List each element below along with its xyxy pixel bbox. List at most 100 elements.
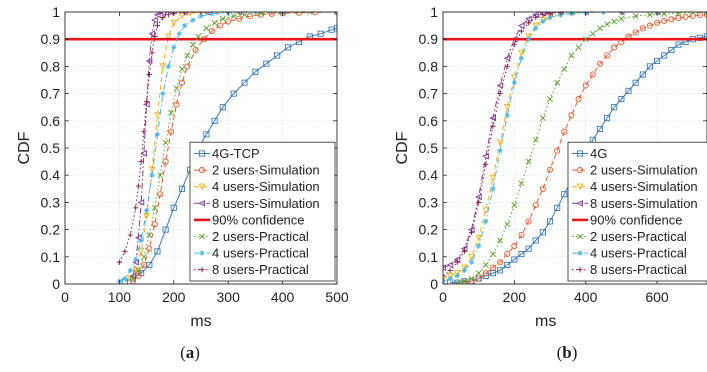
data-point — [268, 12, 275, 17]
data-point — [146, 71, 152, 78]
data-point — [165, 12, 171, 18]
data-point — [461, 264, 468, 272]
legend-swatch-marker — [199, 267, 205, 273]
data-point — [151, 16, 158, 24]
data-point — [490, 186, 496, 192]
legend-swatch-marker — [577, 250, 583, 256]
data-point — [561, 66, 568, 73]
data-point — [632, 29, 639, 36]
data-point — [475, 234, 483, 242]
legend-swatch-marker — [577, 233, 583, 240]
y-tick-label: 0.1 — [419, 249, 439, 265]
legend-entry: 4 users-Practical — [572, 246, 687, 261]
data-point — [165, 33, 172, 41]
data-point — [533, 14, 539, 21]
data-point — [475, 275, 482, 282]
chart-panel-a: 0 100 200 300 400 500 0 0.1 0.2 0.3 0.4 0.5 0.6 0.7 0.… — [16, 4, 349, 362]
data-point — [170, 204, 177, 211]
legend-label: 8 users-Simulation — [590, 196, 698, 211]
data-point — [154, 131, 161, 137]
data-point — [675, 12, 682, 17]
data-point — [582, 36, 589, 43]
data-point — [639, 71, 646, 78]
data-point — [236, 15, 243, 22]
data-point — [144, 99, 150, 105]
data-point — [482, 270, 489, 277]
data-point — [284, 44, 292, 51]
y-tick-label: 0.3 — [419, 194, 439, 210]
data-point — [146, 232, 153, 238]
data-point — [176, 31, 182, 37]
data-point — [511, 242, 518, 249]
y-tick-label: 0.9 — [419, 31, 439, 47]
data-point — [632, 79, 639, 86]
data-point — [198, 13, 204, 19]
x-tick-label: 500 — [325, 289, 349, 305]
data-point — [274, 52, 281, 59]
data-point — [475, 193, 482, 201]
data-point — [127, 267, 133, 273]
legend-label: 4 users-Practical — [212, 246, 309, 261]
data-point — [202, 12, 210, 16]
legend-entry: 8 users-Simulation — [572, 196, 698, 211]
legend-entry: 2 users-Practical — [194, 229, 309, 244]
data-point — [497, 148, 503, 154]
data-point — [489, 264, 496, 271]
series-1 — [461, 12, 707, 284]
data-point — [503, 54, 511, 62]
legend-swatch-marker — [576, 150, 584, 157]
data-point — [317, 30, 324, 37]
data-point — [137, 199, 145, 206]
y-axis-label: CDF — [16, 131, 33, 164]
data-point — [554, 147, 561, 154]
data-point — [646, 63, 653, 70]
y-tick-label: 0.8 — [41, 58, 61, 74]
legend-swatch-marker — [199, 233, 205, 240]
data-point — [170, 19, 178, 27]
panel-caption: (b) — [557, 343, 578, 362]
data-point — [511, 202, 518, 209]
data-point — [668, 47, 675, 54]
data-point — [518, 231, 525, 239]
data-point — [184, 63, 191, 70]
data-point — [611, 44, 618, 51]
legend-label: 8 users-Practical — [590, 262, 687, 277]
data-point — [130, 275, 136, 282]
data-point — [295, 12, 302, 16]
data-point — [483, 218, 489, 225]
data-point — [182, 23, 188, 29]
data-point — [134, 234, 142, 242]
data-point — [129, 272, 137, 280]
legend-label: 8 users-Practical — [212, 262, 309, 277]
data-point — [241, 12, 248, 18]
y-tick-label: 0.8 — [419, 58, 439, 74]
data-point — [219, 15, 226, 22]
x-tick-label: 400 — [574, 289, 598, 305]
data-point — [122, 275, 128, 282]
data-point — [554, 79, 561, 86]
data-point — [306, 12, 313, 15]
panel-caption: (a) — [180, 343, 200, 362]
data-point — [162, 226, 169, 233]
y-tick-label: 0.6 — [41, 113, 61, 129]
data-point — [133, 256, 139, 263]
legend-entry: 90% confidence — [194, 212, 305, 227]
data-point — [241, 79, 248, 86]
legend-swatch-marker — [198, 199, 206, 207]
series-line — [443, 12, 707, 269]
data-point — [198, 12, 204, 15]
data-point — [230, 90, 237, 97]
data-point — [178, 79, 186, 86]
data-point — [518, 49, 525, 57]
x-tick-label: 100 — [108, 289, 132, 305]
series-line — [132, 12, 337, 279]
data-point — [468, 229, 475, 235]
legend-swatch-marker — [576, 199, 584, 207]
data-point — [625, 87, 632, 94]
data-point — [159, 12, 166, 17]
data-point — [468, 259, 475, 265]
data-point — [168, 109, 174, 116]
data-point — [162, 158, 169, 165]
data-point — [503, 104, 511, 111]
